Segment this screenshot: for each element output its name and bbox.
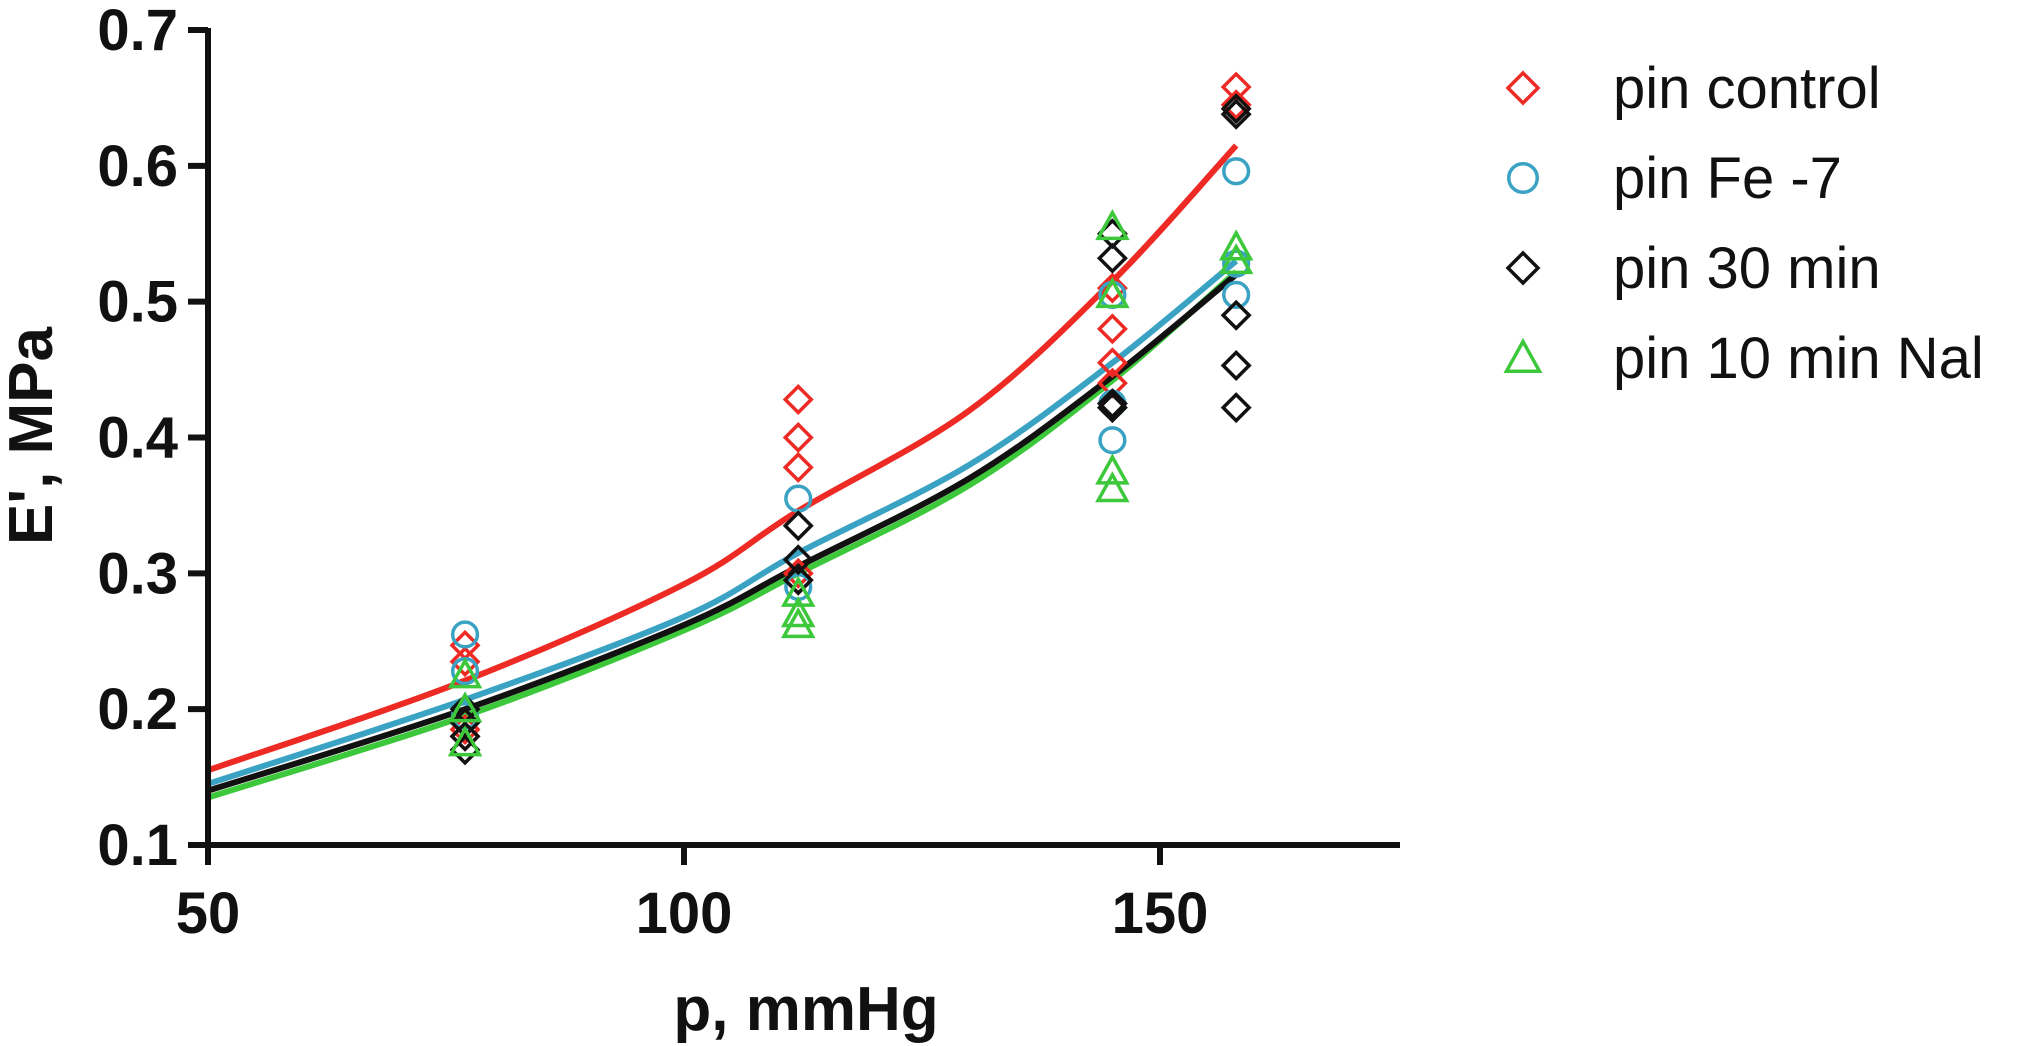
legend-label: pin control — [1613, 56, 1881, 121]
data-point — [782, 564, 814, 596]
x-tick-label: 50 — [176, 881, 241, 946]
series-1-points — [450, 157, 1251, 731]
data-point — [1096, 272, 1128, 304]
series-3-points — [447, 209, 1254, 757]
x-tick-label: 150 — [1112, 881, 1209, 946]
legend-item-2: pin 30 min — [1505, 236, 1881, 301]
legend-marker — [1507, 162, 1539, 194]
data-point — [447, 691, 483, 723]
data-point — [1218, 243, 1254, 275]
data-point — [1095, 453, 1130, 485]
data-point — [1098, 426, 1127, 455]
data-point — [1096, 392, 1128, 424]
data-point — [782, 544, 814, 576]
data-points — [447, 71, 1254, 766]
y-tick-label: 0.3 — [97, 541, 178, 606]
data-point — [782, 557, 814, 589]
data-point — [1220, 93, 1252, 125]
data-point — [1220, 98, 1252, 130]
legend-marker — [1503, 337, 1543, 373]
data-point — [782, 510, 814, 542]
y-tick-label: 0.1 — [97, 813, 178, 878]
data-point — [1222, 280, 1251, 309]
data-point — [1220, 89, 1252, 121]
tick-labels: 0.1 0.2 0.3 0.4 0.5 0.6 0.7 50 100 150 — [97, 0, 1208, 946]
data-point — [782, 383, 814, 415]
data-point — [447, 725, 483, 757]
y-tick-label: 0.6 — [97, 134, 178, 199]
legend-item-0: pin control — [1505, 56, 1881, 121]
data-point — [782, 422, 814, 453]
axes — [205, 28, 1400, 848]
ticks — [188, 27, 1163, 865]
data-point — [1096, 313, 1128, 345]
y-tick-label: 0.4 — [97, 406, 178, 471]
data-point — [784, 484, 813, 513]
series-0-points — [449, 71, 1252, 752]
legend-marker — [1505, 70, 1541, 106]
legend: pin control pin Fe -7 pin 30 min pin 10 min… — [1503, 56, 1984, 391]
data-point — [1095, 276, 1130, 309]
data-point — [1095, 209, 1130, 241]
data-point — [782, 451, 814, 483]
data-point — [780, 607, 816, 639]
data-point — [1218, 229, 1254, 261]
data-point — [780, 596, 816, 628]
data-point — [1095, 471, 1130, 503]
data-point — [1220, 299, 1252, 331]
legend-item-3: pin 10 min Nal — [1503, 326, 1984, 391]
legend-marker — [1505, 250, 1541, 286]
legend-label: pin Fe -7 — [1613, 146, 1842, 211]
fit-curve-2 — [207, 272, 1239, 794]
data-point — [1222, 249, 1251, 278]
y-tick-label: 0.5 — [97, 270, 178, 335]
x-tick-label: 100 — [636, 881, 733, 946]
data-point — [449, 720, 481, 752]
legend-label: pin 30 min — [1613, 236, 1881, 301]
data-point — [449, 646, 481, 678]
data-point — [1096, 242, 1128, 274]
legend-label: pin 10 min Nal — [1613, 326, 1984, 391]
fit-curve-1 — [207, 258, 1239, 787]
data-point — [1220, 392, 1252, 424]
y-tick-label: 0.2 — [97, 677, 178, 742]
x-axis-label: p, mmHg — [673, 975, 938, 1044]
y-tick-label: 0.7 — [97, 0, 178, 63]
data-point — [1096, 347, 1128, 379]
data-point — [1096, 388, 1128, 420]
data-point — [1222, 157, 1251, 186]
data-point — [1220, 350, 1252, 381]
y-axis-label: E', MPa — [0, 326, 66, 545]
data-point — [450, 620, 480, 649]
fit-curves — [207, 143, 1239, 801]
data-point — [447, 657, 483, 689]
legend-item-1: pin Fe -7 — [1507, 146, 1842, 211]
fit-curve-0 — [207, 143, 1239, 774]
data-point — [780, 575, 816, 607]
